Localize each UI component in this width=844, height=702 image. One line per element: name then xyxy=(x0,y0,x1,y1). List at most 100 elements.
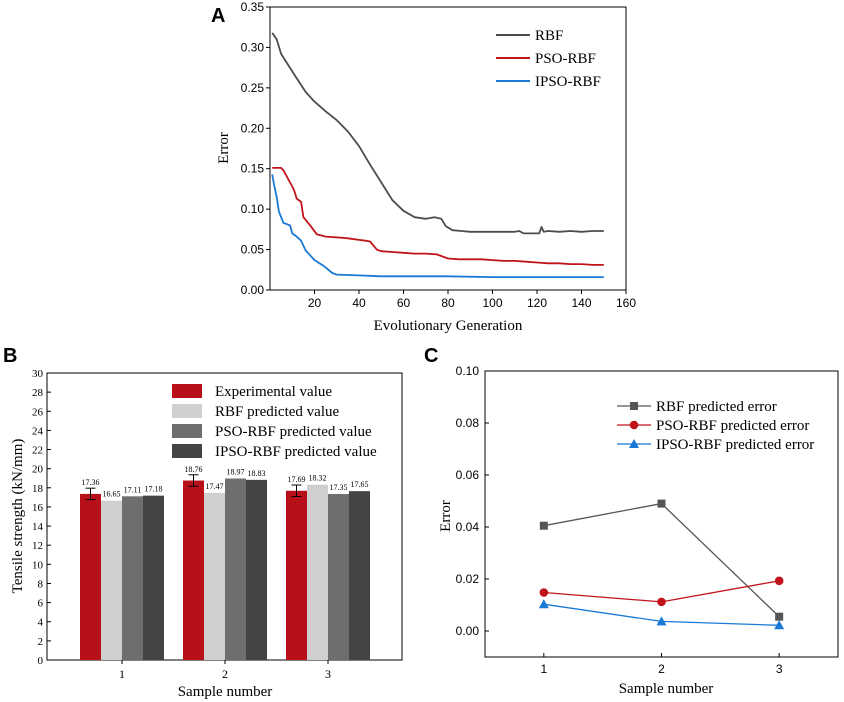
panel-a-ytick-label: 0.05 xyxy=(241,243,265,257)
panel-a-xtick-label: 100 xyxy=(482,296,502,310)
panel-c-legend-marker xyxy=(629,439,639,448)
panel-c-ylabel: Error xyxy=(438,500,454,532)
panel-b-bar-experimental-value xyxy=(80,493,101,660)
panel-b-ytick-label: 10 xyxy=(32,559,44,571)
panel-a-ytick-label: 0.35 xyxy=(241,0,265,14)
panel-c-point-pso-rbf-predicted-error xyxy=(657,597,666,607)
panel-b-ytick-label: 20 xyxy=(32,464,44,476)
panel-b-ylabel: Tensile strength (kN/mm) xyxy=(10,439,26,594)
panel-a-series-line-rbf xyxy=(271,32,604,235)
panel-b-ytick-label: 6 xyxy=(38,598,44,610)
panel-a-xtick-label: 140 xyxy=(571,296,591,310)
panel-b-bar-value-label: 18.97 xyxy=(227,468,245,477)
panel-c-point-rbf-predicted-error xyxy=(657,499,666,508)
panel-c-ytick-label: 0.08 xyxy=(456,416,480,430)
panel-b-ytick-label: 18 xyxy=(32,483,44,495)
panel-a-xtick-label: 20 xyxy=(308,296,322,310)
panel-b-ytick-label: 12 xyxy=(32,540,43,552)
panel-b-legend-label: Experimental value xyxy=(215,384,332,400)
panel-b-bar-ipso-rbf-predicted-value xyxy=(349,491,370,660)
panel-b-ytick-label: 28 xyxy=(32,387,44,399)
panel-a-series-line-ipso-rbf xyxy=(271,174,604,279)
panel-c-legend-label: IPSO-RBF predicted error xyxy=(656,437,814,453)
panel-c-point-ipso-rbf-predicted-error xyxy=(774,620,785,630)
panel-a-series-line-pso-rbf xyxy=(272,166,604,266)
panel-c-legend-label: PSO-RBF predicted error xyxy=(656,418,809,434)
panel-b-legend-label: IPSO-RBF predicted value xyxy=(215,444,377,460)
panel-c-legend-marker xyxy=(629,420,639,430)
panel-b-bar-pso-rbf-predicted-value xyxy=(122,496,143,660)
panel-b-ytick-label: 14 xyxy=(32,521,44,533)
panel-b-bar-value-label: 17.36 xyxy=(82,478,100,487)
panel-c-point-pso-rbf-predicted-error xyxy=(539,588,549,597)
panel-a-ytick-label: 0.25 xyxy=(241,81,265,95)
panel-c-ytick-label: 0.02 xyxy=(456,572,480,586)
panel-b-legend-label: RBF predicted value xyxy=(215,404,339,420)
panel-a-ytick-label: 0.30 xyxy=(241,40,265,54)
panel-b-legend-swatch xyxy=(172,404,202,418)
panel-b-bar-ipso-rbf-predicted-value xyxy=(246,479,267,660)
panel-b-ytick-label: 16 xyxy=(32,502,44,514)
panel-a-xlabel: Evolutionary Generation xyxy=(374,318,523,334)
panel-a-ytick-label: 0.20 xyxy=(241,121,265,135)
panel-a-ytick-label: 0.10 xyxy=(241,202,265,216)
panel-c-legend-marker xyxy=(630,402,638,410)
panel-b-bar-value-label: 18.32 xyxy=(309,474,327,483)
panel-a-xtick-label: 60 xyxy=(397,296,411,310)
panel-c-xtick-label: 2 xyxy=(658,662,665,676)
panel-label-a: A xyxy=(211,5,225,27)
panel-b-ytick-label: 22 xyxy=(32,445,43,457)
panel-c-point-ipso-rbf-predicted-error xyxy=(656,616,667,626)
panel-b-bar-experimental-value xyxy=(286,490,307,660)
panel-a-xtick-label: 40 xyxy=(352,296,366,310)
panel-a-frame xyxy=(269,6,627,291)
panel-a-ytick-label: 0.15 xyxy=(241,162,265,176)
panel-b-xlabel: Sample number xyxy=(178,684,273,700)
panel-b-bar-value-label: 17.35 xyxy=(330,483,348,492)
panel-b-xtick-label: 2 xyxy=(222,667,228,681)
panel-a-xtick-label: 80 xyxy=(441,296,455,310)
panel-c-point-pso-rbf-predicted-error xyxy=(774,576,784,586)
panel-b-bar-experimental-value xyxy=(183,480,204,660)
panel-c-xlabel: Sample number xyxy=(619,681,714,697)
panel-b-bar-value-label: 18.83 xyxy=(248,469,266,478)
panel-c-xtick-label: 3 xyxy=(776,662,783,676)
panel-b-ytick-label: 4 xyxy=(38,617,44,629)
panel-c-ytick-label: 0.06 xyxy=(456,468,480,482)
panel-b-legend-swatch xyxy=(172,444,202,458)
panel-label-c: C xyxy=(424,345,438,367)
panel-a-legend-label: IPSO-RBF xyxy=(535,74,601,90)
panel-c-chart: 0.00 0.02 0.04 0.06 0.08 0.10 1 2 3 RBF predicte… xyxy=(438,364,839,697)
panel-a-xtick-label: 120 xyxy=(527,296,547,310)
panel-c-ytick-label: 0.00 xyxy=(456,624,480,638)
panel-b-legend-swatch xyxy=(172,424,202,438)
panel-a-ylabel: Error xyxy=(216,132,232,164)
panel-b-bar-value-label: 17.69 xyxy=(288,475,306,484)
panel-b-ytick-label: 8 xyxy=(38,578,44,590)
panel-b-xtick-label: 3 xyxy=(325,667,331,681)
panel-b-bar-rbf-predicted-value xyxy=(101,500,122,660)
panel-b-bar-pso-rbf-predicted-value xyxy=(328,494,349,660)
panel-c-ytick-label: 0.04 xyxy=(456,520,480,534)
panel-b-bar-value-label: 17.47 xyxy=(206,482,224,491)
panel-b-ytick-label: 24 xyxy=(32,425,44,437)
panel-b-ytick-label: 0 xyxy=(38,655,44,667)
panel-c-point-ipso-rbf-predicted-error xyxy=(538,599,549,609)
panel-b-bar-value-label: 18.76 xyxy=(185,465,203,474)
panel-c-legend-label: RBF predicted error xyxy=(656,399,777,415)
panel-c-ytick-label: 0.10 xyxy=(456,364,480,378)
panel-b-bar-rbf-predicted-value xyxy=(307,484,328,660)
panel-b-ytick-label: 30 xyxy=(32,368,44,380)
panel-b-legend-swatch xyxy=(172,384,202,398)
panel-b-bar-pso-rbf-predicted-value xyxy=(225,478,246,660)
panel-c-point-rbf-predicted-error xyxy=(775,612,784,621)
panel-b-xtick-label: 1 xyxy=(119,667,125,681)
panel-b-bar-value-label: 17.11 xyxy=(124,485,142,494)
panel-c-point-rbf-predicted-error xyxy=(539,521,548,530)
panel-c-xtick-label: 1 xyxy=(540,662,547,676)
panel-b-ytick-label: 2 xyxy=(38,636,44,648)
panel-a-legend-label: RBF xyxy=(535,28,563,44)
panel-b-bar-ipso-rbf-predicted-value xyxy=(143,495,164,660)
